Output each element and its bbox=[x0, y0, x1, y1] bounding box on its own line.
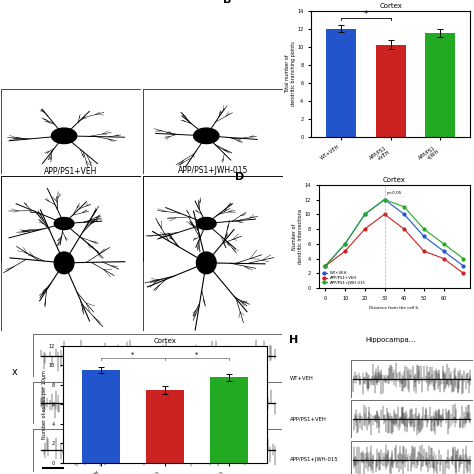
Bar bbox=[82, 370, 120, 463]
Text: *: * bbox=[131, 352, 135, 358]
Polygon shape bbox=[54, 218, 74, 229]
Polygon shape bbox=[196, 252, 216, 273]
Title: Cortex: Cortex bbox=[383, 177, 406, 183]
Y-axis label: Total number of
dendritic branching points: Total number of dendritic branching poin… bbox=[285, 41, 296, 106]
Bar bbox=[146, 390, 184, 463]
Title: Cortex: Cortex bbox=[379, 3, 402, 9]
Text: APP/PS1+VEH: APP/PS1+VEH bbox=[45, 166, 98, 175]
Text: *: * bbox=[364, 10, 368, 19]
Polygon shape bbox=[54, 252, 74, 273]
Text: WT+VEH: WT+VEH bbox=[290, 376, 314, 381]
Text: H: H bbox=[289, 335, 299, 346]
Polygon shape bbox=[52, 128, 77, 144]
X-axis label: Distance from the cell S.: Distance from the cell S. bbox=[369, 306, 419, 310]
Text: B: B bbox=[223, 0, 232, 5]
Legend: WT+VEH, APP/PS1+VEH, APP/PS1+JWH-015: WT+VEH, APP/PS1+VEH, APP/PS1+JWH-015 bbox=[320, 270, 367, 286]
Text: APP/PS1+VEH: APP/PS1+VEH bbox=[290, 417, 327, 422]
Title: Cortex: Cortex bbox=[154, 338, 176, 344]
Y-axis label: Number of spines per 10μm: Number of spines per 10μm bbox=[42, 370, 47, 439]
Text: D: D bbox=[235, 173, 245, 182]
Bar bbox=[326, 28, 356, 137]
Text: Hippocampa...: Hippocampa... bbox=[365, 337, 416, 343]
Bar bbox=[210, 377, 248, 463]
Text: APP/PS1+JWH-015: APP/PS1+JWH-015 bbox=[290, 457, 339, 462]
Bar bbox=[425, 33, 455, 137]
Text: *: * bbox=[195, 352, 199, 358]
Text: p<0.05: p<0.05 bbox=[386, 191, 402, 195]
Bar bbox=[375, 45, 405, 137]
Polygon shape bbox=[194, 128, 219, 144]
Polygon shape bbox=[196, 218, 216, 229]
Text: APP/PS1+JWH-015: APP/PS1+JWH-015 bbox=[178, 166, 248, 175]
Y-axis label: Number of
dendritic Intersections: Number of dendritic Intersections bbox=[292, 209, 303, 264]
Text: x: x bbox=[11, 366, 17, 377]
